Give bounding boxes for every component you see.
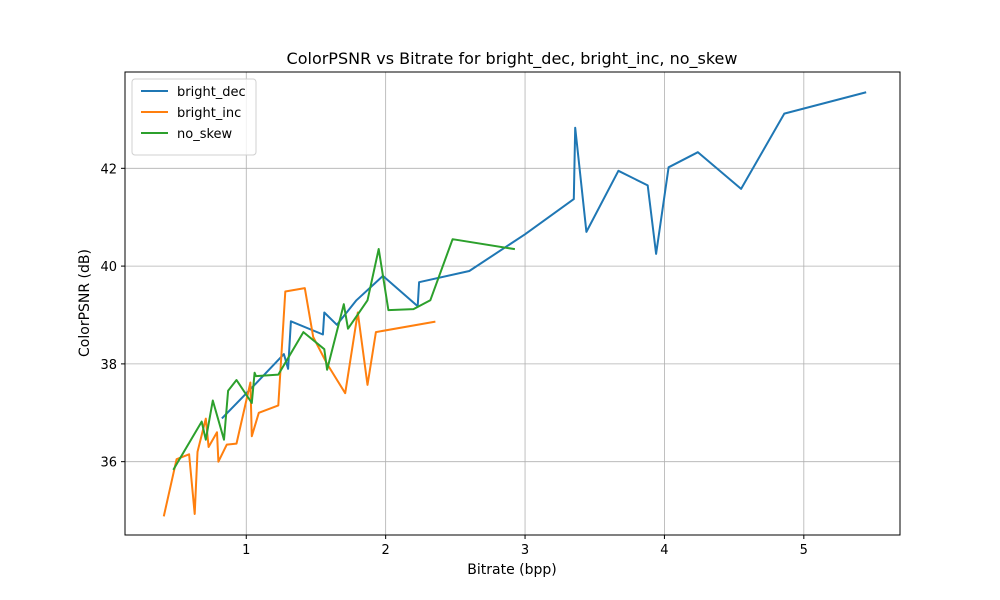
- series-line-no_skew: [172, 238, 516, 471]
- legend: bright_dec bright_inc no_skew: [131, 78, 257, 156]
- x-tick-label: 1: [242, 543, 250, 558]
- y-axis-label: ColorPSNR (dB): [77, 249, 93, 357]
- legend-label: no_skew: [177, 127, 233, 142]
- y-tick-label: 38: [100, 358, 117, 373]
- legend-label: bright_inc: [177, 106, 241, 121]
- series-line-bright_inc: [162, 287, 436, 517]
- x-tick-label: 3: [521, 543, 529, 558]
- x-axis-label: Bitrate (bpp): [467, 562, 556, 578]
- x-tick-label: 5: [800, 543, 808, 558]
- plot-frame: [124, 71, 901, 536]
- legend-label: bright_dec: [177, 85, 246, 100]
- grid-lines: [125, 72, 900, 535]
- chart-title: ColorPSNR vs Bitrate for bright_dec, bri…: [287, 49, 738, 69]
- series-line-bright_dec: [221, 91, 867, 420]
- axis-ticks: 1 2 3 4 5 36 38 40 42: [100, 162, 808, 558]
- y-tick-label: 42: [100, 162, 117, 177]
- y-tick-label: 40: [100, 260, 117, 275]
- x-tick-label: 4: [660, 543, 668, 558]
- x-tick-label: 2: [382, 543, 390, 558]
- legend-box: [131, 78, 257, 156]
- y-tick-label: 36: [100, 456, 117, 471]
- series-lines: [162, 91, 867, 517]
